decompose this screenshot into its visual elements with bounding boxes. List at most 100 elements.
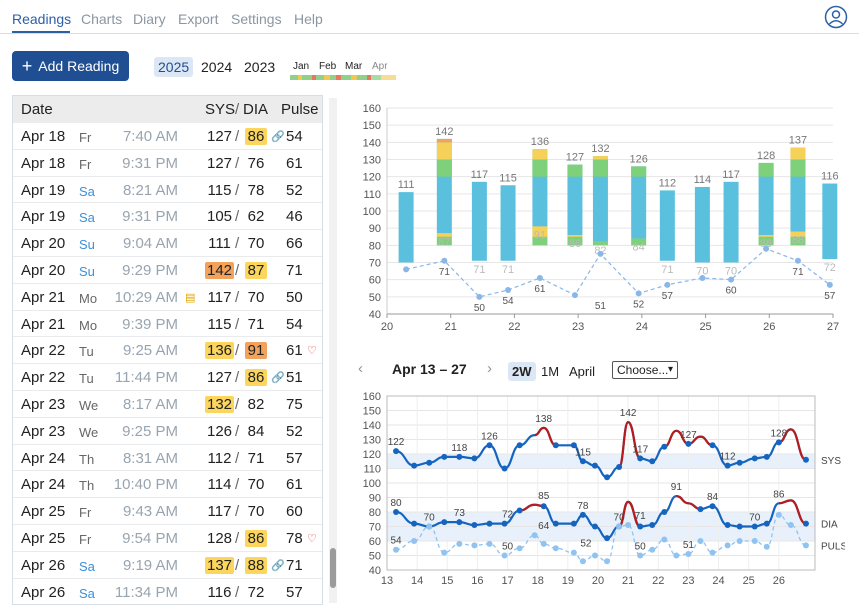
range-option-2w[interactable]: 2W xyxy=(508,362,536,381)
row-pulse: 75 xyxy=(286,396,303,413)
table-row[interactable]: Apr 18 Fr 9:31 PM 127/ 76 61 xyxy=(13,150,322,177)
table-row[interactable]: Apr 26 Sa 11:34 PM 116/ 72 57 xyxy=(13,579,322,604)
table-row[interactable]: Apr 21 Mo 9:39 PM 115/ 71 54 xyxy=(13,311,322,338)
series-point-sys xyxy=(411,462,418,469)
pulse-label: 60 xyxy=(725,286,737,297)
table-row[interactable]: Apr 18 Fr 7:40 AM 127/ 86 54 🔗 xyxy=(13,123,322,150)
table-row[interactable]: Apr 20 Su 9:04 AM 111/ 70 66 xyxy=(13,230,322,257)
series-point-pulse xyxy=(775,511,782,518)
row-weekday: Su xyxy=(79,237,95,253)
row-weekday: We xyxy=(79,424,99,440)
table-row[interactable]: Apr 25 Fr 9:43 AM 117/ 70 60 xyxy=(13,498,322,525)
table-row[interactable]: Apr 26 Sa 9:19 AM 137/ 88 71 🔗 xyxy=(13,552,322,579)
range-prev-chevron-icon[interactable]: ‹ xyxy=(358,360,363,377)
pulse-point xyxy=(664,281,671,288)
x-tick-label: 20 xyxy=(592,575,604,587)
series-point-pulse xyxy=(516,545,523,552)
row-slash: / xyxy=(235,342,240,360)
year-2023[interactable]: 2023 xyxy=(244,59,276,75)
table-row[interactable]: Apr 23 We 8:17 AM 132/ 82 75 xyxy=(13,391,322,418)
range-option-1m[interactable]: 1M xyxy=(541,364,560,379)
table-row[interactable]: Apr 22 Tu 11:44 PM 127/ 86 51 🔗 xyxy=(13,364,322,391)
header-pulse[interactable]: Pulse xyxy=(281,101,319,118)
table-row[interactable]: Apr 21 Mo 10:29 AM 117/ 70 50 ▤ xyxy=(13,284,322,311)
bar-bottom-label: 88 xyxy=(792,235,804,247)
row-dia: 84 xyxy=(247,422,265,440)
table-scrollbar[interactable] xyxy=(329,98,337,603)
bar-top-label: 114 xyxy=(694,174,712,186)
bar-zone-elevated xyxy=(631,166,647,177)
y-tick-label: 150 xyxy=(363,120,381,132)
series-point-pulse xyxy=(456,540,463,547)
bar-zone-dia-high xyxy=(532,226,548,237)
table-row[interactable]: Apr 19 Sa 9:31 PM 105/ 62 46 xyxy=(13,203,322,231)
nav-settings[interactable]: Settings xyxy=(231,11,282,27)
table-row[interactable]: Apr 19 Sa 8:21 AM 115/ 78 52 xyxy=(13,177,322,204)
series-point-sys xyxy=(486,442,493,449)
user-account-icon[interactable] xyxy=(824,5,848,29)
bar-top-label: 112 xyxy=(659,177,677,189)
bar-zone-dia-high xyxy=(436,233,452,237)
table-row[interactable]: Apr 22 Tu 9:25 AM 136/ 91 61 ♡ xyxy=(13,337,322,365)
table-row[interactable]: Apr 23 We 9:25 PM 126/ 84 52 xyxy=(13,418,322,445)
add-reading-button[interactable]: + Add Reading xyxy=(12,51,129,81)
month-feb[interactable]: Feb xyxy=(319,61,337,72)
y-tick-label: 160 xyxy=(363,391,381,403)
table-row[interactable]: Apr 25 Fr 9:54 PM 128/ 86 78 ♡ xyxy=(13,525,322,552)
row-weekday: Tu xyxy=(79,371,94,387)
series-name-sys: SYS xyxy=(821,456,841,467)
attachment-icon[interactable]: 🔗 xyxy=(271,131,285,143)
header-slash: / xyxy=(235,101,240,118)
row-sys: 115 xyxy=(207,315,232,333)
bar-zone-elevated xyxy=(758,162,774,177)
series-point-sys xyxy=(393,448,400,455)
table-row[interactable]: Apr 24 Th 10:40 PM 114/ 70 61 xyxy=(13,471,322,499)
bar-zone-elevated xyxy=(567,164,583,177)
y-tick-label: 100 xyxy=(363,478,381,490)
note-icon[interactable]: ▤ xyxy=(185,291,196,304)
header-sys[interactable]: SYS xyxy=(205,101,236,118)
bar-bottom-label: 86 xyxy=(760,238,772,250)
series-point-pulse xyxy=(604,558,611,565)
pulse-label: 51 xyxy=(595,301,607,312)
row-time: 9:54 PM xyxy=(122,530,178,547)
nav-readings[interactable]: Readings xyxy=(12,11,72,27)
x-tick-label: 19 xyxy=(562,575,574,587)
table-row[interactable]: Apr 24 Th 8:31 AM 112/ 71 57 xyxy=(13,445,322,472)
table-scrollbar-thumb[interactable] xyxy=(330,548,336,588)
table-row[interactable]: Apr 20 Su 9:29 PM 142/ 87 71 xyxy=(13,257,322,284)
year-2024[interactable]: 2024 xyxy=(201,59,233,75)
header-date[interactable]: Date xyxy=(21,101,53,118)
range-next-chevron-icon[interactable]: › xyxy=(487,360,492,377)
series-point-pulse xyxy=(625,522,632,529)
range-option-april[interactable]: April xyxy=(569,364,596,379)
row-time: 11:34 PM xyxy=(114,583,178,601)
attachment-icon[interactable]: 🔗 xyxy=(271,372,285,385)
x-tick-label: 20 xyxy=(381,321,393,333)
bp-range-bar xyxy=(398,192,414,263)
nav-export[interactable]: Export xyxy=(178,11,219,27)
pulse-point xyxy=(763,245,770,252)
nav-help[interactable]: Help xyxy=(294,11,323,27)
attachment-icon[interactable]: 🔗 xyxy=(271,559,285,572)
nav-diary[interactable]: Diary xyxy=(133,11,166,27)
month-jan[interactable]: Jan xyxy=(293,61,310,72)
series-point-dia xyxy=(393,509,400,515)
row-weekday: Sa xyxy=(79,558,95,574)
row-date: Apr 18 xyxy=(21,128,66,145)
plus-icon: + xyxy=(21,56,33,76)
series-point-sys xyxy=(751,455,758,462)
row-weekday: Sa xyxy=(79,585,95,601)
row-time: 8:21 AM xyxy=(122,181,178,199)
range-choose-select[interactable]: Choose... ▾ xyxy=(612,361,678,379)
month-mar[interactable]: Mar xyxy=(345,61,363,72)
table-header: Date SYS / DIA Pulse xyxy=(13,96,322,123)
series-point-pulse xyxy=(501,552,508,559)
pulse-point xyxy=(597,250,604,257)
year-2025[interactable]: 2025 xyxy=(154,57,194,77)
nav-charts[interactable]: Charts xyxy=(81,11,123,27)
series-label-dia: 73 xyxy=(454,508,466,519)
header-dia[interactable]: DIA xyxy=(243,101,269,118)
series-label-pulse: 50 xyxy=(502,542,514,553)
month-apr[interactable]: Apr xyxy=(372,61,388,72)
